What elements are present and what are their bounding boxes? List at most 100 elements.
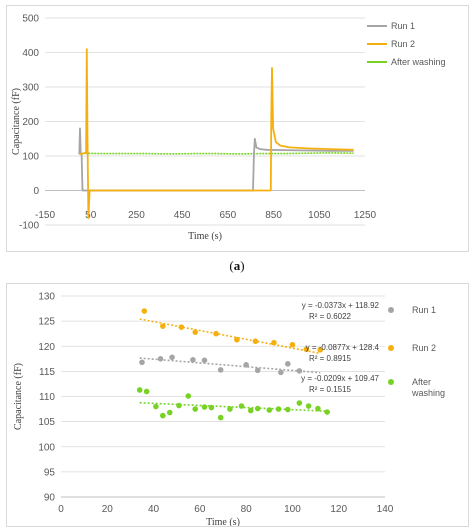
chart-b-y-axis-title: Capacitance (fF) bbox=[13, 363, 24, 430]
chart-b-point-run-2 bbox=[303, 346, 310, 353]
caption-label: a bbox=[233, 258, 241, 273]
chart-b-xtick-label: 0 bbox=[58, 504, 64, 515]
chart-b-trend-equation: y = -0.0373x + 118.92 bbox=[302, 301, 380, 310]
chart-b-legend-label: After bbox=[412, 377, 431, 387]
chart-a-xtick-label: 1250 bbox=[354, 210, 377, 221]
chart-a-ytick-label: -100 bbox=[19, 221, 39, 232]
chart-b-point-after-washing bbox=[266, 407, 273, 413]
chart-a-ytick-label: 300 bbox=[22, 83, 39, 94]
chart-a-xtick-label: 650 bbox=[220, 210, 237, 221]
chart-b-point-after-washing bbox=[153, 403, 159, 410]
chart-b-point-after-washing bbox=[254, 405, 261, 412]
chart-b: 90 95 100 105 110 115 120 125 130 0 20 40 60 80 100 120… bbox=[13, 292, 445, 529]
chart-b-trend-r2: R² = 0.1515 bbox=[309, 385, 352, 394]
chart-b-point-after-washing bbox=[217, 414, 224, 421]
chart-a-legend-label: After washing bbox=[391, 57, 446, 67]
chart-b-point-run-1 bbox=[278, 369, 284, 376]
chart-b-ytick-label: 110 bbox=[39, 392, 55, 403]
chart-a-ytick-label: 200 bbox=[22, 117, 39, 128]
chart-b-trendline-run-1 bbox=[139, 357, 321, 374]
chart-b-xtick-label: 60 bbox=[194, 504, 206, 515]
chart-b-point-run-1 bbox=[190, 357, 196, 363]
chart-b-point-after-washing bbox=[185, 393, 192, 399]
chart-a-panel: -100 0 100 200 300 400 500 -150 50 250 450 650 850 10… bbox=[6, 5, 469, 252]
chart-b-point-after-washing bbox=[238, 403, 245, 409]
chart-b-legend-label: Run 2 bbox=[412, 343, 436, 353]
chart-a-ytick-label: 400 bbox=[22, 48, 39, 59]
chart-a-ytick-label: 100 bbox=[22, 152, 39, 163]
caption-open: ( bbox=[229, 258, 234, 273]
chart-a-xtick-label: -150 bbox=[35, 210, 55, 221]
chart-b-point-run-1 bbox=[169, 354, 175, 361]
chart-b-point-run-2 bbox=[317, 346, 324, 353]
chart-b-point-after-washing bbox=[296, 400, 303, 406]
chart-b-point-run-1 bbox=[254, 367, 261, 374]
chart-b-point-run-1 bbox=[243, 362, 249, 368]
chart-a-xtick-label: 50 bbox=[85, 210, 97, 221]
chart-b-point-after-washing bbox=[247, 407, 254, 414]
chart-b-xtick-label: 140 bbox=[377, 504, 394, 515]
chart-a-series-line-run-2 bbox=[79, 48, 354, 220]
chart-b-point-run-2 bbox=[141, 308, 148, 314]
chart-b-point-after-washing bbox=[160, 412, 166, 419]
chart-b-point-after-washing bbox=[285, 406, 291, 413]
chart-b-point-run-1 bbox=[285, 361, 291, 367]
chart-b-trend-r2: R² = 0.6022 bbox=[309, 312, 352, 321]
chart-b-ytick-label: 125 bbox=[38, 317, 55, 328]
chart-b-panel: 90 95 100 105 110 115 120 125 130 0 20 40 60 80 100 120… bbox=[6, 283, 469, 529]
chart-a-ytick-label: 0 bbox=[33, 186, 39, 197]
chart-b-point-after-washing bbox=[324, 409, 330, 415]
chart-b-ytick-label: 100 bbox=[38, 442, 55, 453]
chart-b-xtick-label: 40 bbox=[148, 504, 160, 515]
chart-a-xtick-label: 850 bbox=[265, 210, 282, 221]
chart-b-point-run-1 bbox=[217, 367, 224, 373]
chart-b-xtick-label: 100 bbox=[284, 504, 301, 515]
chart-b-point-run-2 bbox=[178, 324, 185, 330]
chart-b-point-after-washing bbox=[315, 405, 321, 412]
chart-b-xtick-label: 80 bbox=[241, 504, 253, 515]
chart-b-legend-marker bbox=[388, 379, 394, 385]
chart-a-x-axis-title: Time (s) bbox=[188, 231, 222, 242]
chart-b-point-run-2 bbox=[252, 338, 259, 345]
chart-b-trend-equation: y = -0.0209x + 109.47 bbox=[301, 374, 379, 383]
chart-b-legend-label: washing bbox=[411, 388, 445, 398]
chart-a-ytick-label: 500 bbox=[22, 14, 39, 25]
chart-b-ytick-label: 105 bbox=[38, 417, 55, 428]
chart-a-legend-label: Run 2 bbox=[391, 39, 415, 49]
chart-b-trend-equation: y = -0.0877x + 128.4 bbox=[306, 343, 380, 352]
chart-b-point-run-1 bbox=[157, 356, 164, 362]
chart-b-point-run-2 bbox=[160, 323, 166, 329]
chart-b-legend-marker bbox=[388, 307, 394, 313]
chart-b-point-after-washing bbox=[201, 404, 208, 410]
chart-b-point-after-washing bbox=[143, 388, 150, 395]
chart-b-point-after-washing bbox=[305, 403, 312, 409]
chart-b-point-run-1 bbox=[139, 359, 145, 366]
chart-b-ytick-label: 115 bbox=[39, 367, 55, 378]
chart-b-point-run-2 bbox=[271, 339, 277, 346]
chart-a-series-line-run-1 bbox=[78, 127, 354, 192]
chart-a: -100 0 100 200 300 400 500 -150 50 250 450 650 850 10… bbox=[11, 14, 446, 243]
chart-b-point-after-washing bbox=[176, 402, 182, 409]
chart-a-y-axis-title: Capacitance (fF) bbox=[11, 88, 22, 155]
chart-b-point-after-washing bbox=[275, 406, 282, 412]
chart-b-point-run-2 bbox=[289, 341, 296, 348]
chart-b-legend-marker bbox=[388, 345, 394, 351]
chart-b-point-after-washing bbox=[208, 404, 215, 411]
chart-a-legend-label: Run 1 bbox=[391, 21, 415, 31]
chart-b-trendline-run-2 bbox=[139, 318, 321, 355]
chart-b-point-after-washing bbox=[192, 406, 199, 412]
chart-b-trend-r2: R² = 0.8915 bbox=[309, 354, 352, 363]
chart-b-point-run-1 bbox=[296, 368, 303, 374]
caption-close: ) bbox=[240, 258, 245, 273]
chart-a-series-line-after-washing bbox=[79, 152, 354, 155]
chart-b-ytick-label: 90 bbox=[44, 493, 56, 504]
chart-b-point-run-2 bbox=[192, 329, 199, 335]
chart-b-point-after-washing bbox=[166, 409, 173, 416]
chart-b-xtick-label: 20 bbox=[102, 504, 114, 515]
figure-caption: (a) bbox=[0, 258, 474, 274]
chart-b-point-after-washing bbox=[227, 406, 233, 412]
chart-b-ytick-label: 120 bbox=[38, 342, 55, 353]
chart-b-point-run-2 bbox=[213, 330, 219, 337]
chart-b-xtick-label: 120 bbox=[330, 504, 347, 515]
chart-b-point-run-2 bbox=[234, 336, 240, 343]
